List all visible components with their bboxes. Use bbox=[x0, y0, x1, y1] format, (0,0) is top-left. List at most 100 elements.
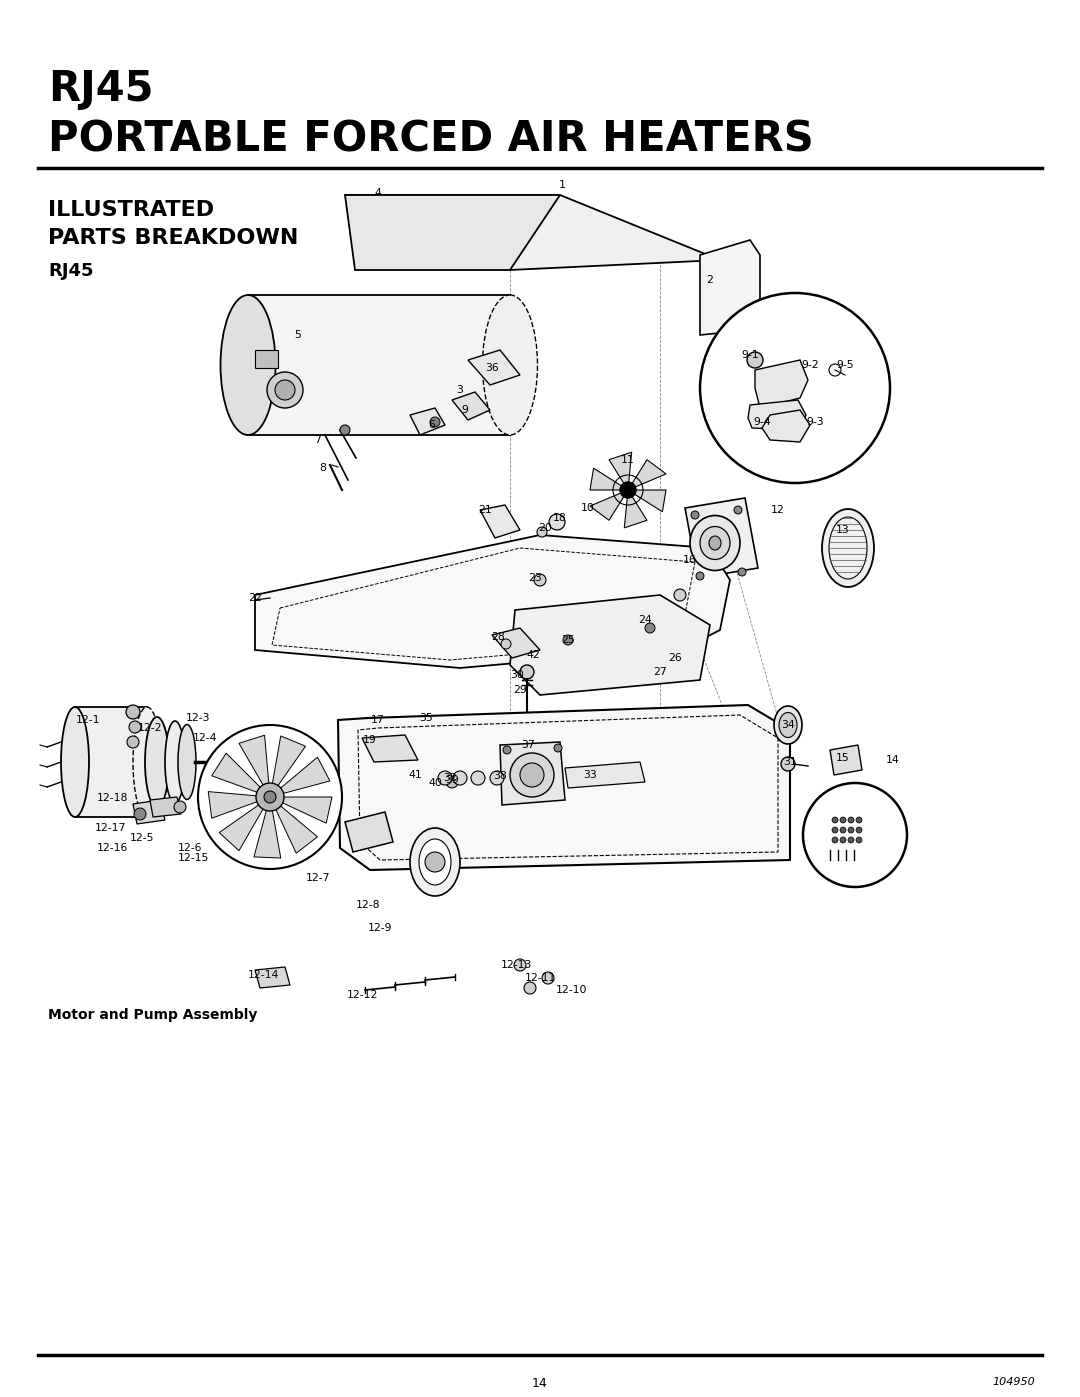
Circle shape bbox=[856, 817, 862, 823]
Text: RJ45: RJ45 bbox=[48, 263, 94, 279]
Circle shape bbox=[832, 817, 838, 823]
Polygon shape bbox=[272, 736, 306, 785]
Text: 36: 36 bbox=[485, 363, 499, 373]
Circle shape bbox=[471, 771, 485, 785]
Text: 14: 14 bbox=[886, 754, 900, 766]
Circle shape bbox=[490, 771, 504, 785]
Text: ILLUSTRATED: ILLUSTRATED bbox=[48, 200, 214, 219]
Text: 12-5: 12-5 bbox=[130, 833, 154, 842]
Circle shape bbox=[781, 757, 795, 771]
Circle shape bbox=[840, 837, 846, 842]
Circle shape bbox=[514, 958, 526, 971]
Polygon shape bbox=[468, 351, 519, 386]
Polygon shape bbox=[627, 490, 666, 511]
Polygon shape bbox=[565, 761, 645, 788]
Text: 11: 11 bbox=[621, 455, 635, 465]
Circle shape bbox=[674, 590, 686, 601]
Polygon shape bbox=[255, 351, 278, 367]
Text: 24: 24 bbox=[638, 615, 652, 624]
Ellipse shape bbox=[779, 712, 797, 738]
Text: 30: 30 bbox=[510, 671, 524, 680]
Circle shape bbox=[134, 807, 146, 820]
Text: 9-4: 9-4 bbox=[753, 416, 771, 427]
Polygon shape bbox=[453, 393, 490, 420]
Circle shape bbox=[804, 782, 907, 887]
Ellipse shape bbox=[708, 536, 721, 550]
Ellipse shape bbox=[690, 515, 740, 570]
Circle shape bbox=[267, 372, 303, 408]
Ellipse shape bbox=[822, 509, 874, 587]
Circle shape bbox=[264, 791, 276, 803]
Circle shape bbox=[510, 753, 554, 798]
Polygon shape bbox=[492, 629, 540, 658]
Text: 19: 19 bbox=[363, 735, 377, 745]
Circle shape bbox=[438, 771, 453, 785]
Text: 34: 34 bbox=[781, 719, 795, 731]
Circle shape bbox=[856, 827, 862, 833]
Circle shape bbox=[426, 852, 445, 872]
Polygon shape bbox=[208, 792, 259, 819]
Polygon shape bbox=[345, 196, 561, 270]
Ellipse shape bbox=[774, 705, 802, 745]
Polygon shape bbox=[248, 295, 510, 434]
Text: 12: 12 bbox=[771, 504, 785, 515]
Ellipse shape bbox=[145, 717, 168, 807]
Circle shape bbox=[691, 511, 699, 520]
Circle shape bbox=[856, 837, 862, 842]
Text: 39: 39 bbox=[445, 775, 459, 785]
Circle shape bbox=[840, 817, 846, 823]
Text: 1: 1 bbox=[558, 180, 566, 190]
Text: 32: 32 bbox=[443, 773, 457, 782]
Text: 9: 9 bbox=[461, 405, 469, 415]
Polygon shape bbox=[282, 798, 332, 823]
Ellipse shape bbox=[410, 828, 460, 895]
Text: 41: 41 bbox=[408, 770, 422, 780]
Text: 13: 13 bbox=[836, 525, 850, 535]
Ellipse shape bbox=[178, 725, 195, 799]
Polygon shape bbox=[410, 408, 445, 434]
Polygon shape bbox=[219, 805, 264, 851]
Circle shape bbox=[848, 837, 854, 842]
Text: 37: 37 bbox=[522, 740, 535, 750]
Circle shape bbox=[542, 972, 554, 983]
Circle shape bbox=[275, 380, 295, 400]
Circle shape bbox=[453, 771, 467, 785]
Polygon shape bbox=[627, 460, 666, 490]
Text: 12-12: 12-12 bbox=[347, 990, 378, 1000]
Polygon shape bbox=[831, 745, 862, 775]
Text: 33: 33 bbox=[583, 770, 597, 780]
Circle shape bbox=[848, 817, 854, 823]
Polygon shape bbox=[338, 705, 789, 870]
Text: 40: 40 bbox=[428, 778, 442, 788]
Text: PORTABLE FORCED AIR HEATERS: PORTABLE FORCED AIR HEATERS bbox=[48, 117, 813, 161]
Circle shape bbox=[747, 352, 762, 367]
Text: 8: 8 bbox=[320, 462, 326, 474]
Text: 35: 35 bbox=[419, 712, 433, 724]
Polygon shape bbox=[280, 757, 329, 793]
Text: 9-5: 9-5 bbox=[836, 360, 854, 370]
Text: 9-1: 9-1 bbox=[741, 351, 759, 360]
Polygon shape bbox=[590, 468, 627, 490]
Text: 10: 10 bbox=[581, 503, 595, 513]
Polygon shape bbox=[150, 798, 181, 817]
Text: 2: 2 bbox=[706, 275, 714, 285]
Circle shape bbox=[198, 725, 342, 869]
Circle shape bbox=[430, 416, 440, 427]
Text: 12-18: 12-18 bbox=[96, 793, 127, 803]
Ellipse shape bbox=[483, 295, 538, 434]
Circle shape bbox=[126, 705, 140, 719]
Text: 12-8: 12-8 bbox=[355, 900, 380, 909]
Text: 16: 16 bbox=[684, 555, 697, 564]
Text: 42: 42 bbox=[526, 650, 540, 659]
Text: 9-2: 9-2 bbox=[801, 360, 819, 370]
Text: 12-3: 12-3 bbox=[186, 712, 211, 724]
Text: 12-17: 12-17 bbox=[94, 823, 125, 833]
Polygon shape bbox=[755, 360, 808, 408]
Text: 12-7: 12-7 bbox=[306, 873, 330, 883]
Text: 26: 26 bbox=[669, 652, 681, 664]
Polygon shape bbox=[275, 805, 318, 854]
Circle shape bbox=[256, 782, 284, 812]
Text: 29: 29 bbox=[513, 685, 527, 694]
Text: 31: 31 bbox=[783, 757, 797, 767]
Circle shape bbox=[734, 506, 742, 514]
